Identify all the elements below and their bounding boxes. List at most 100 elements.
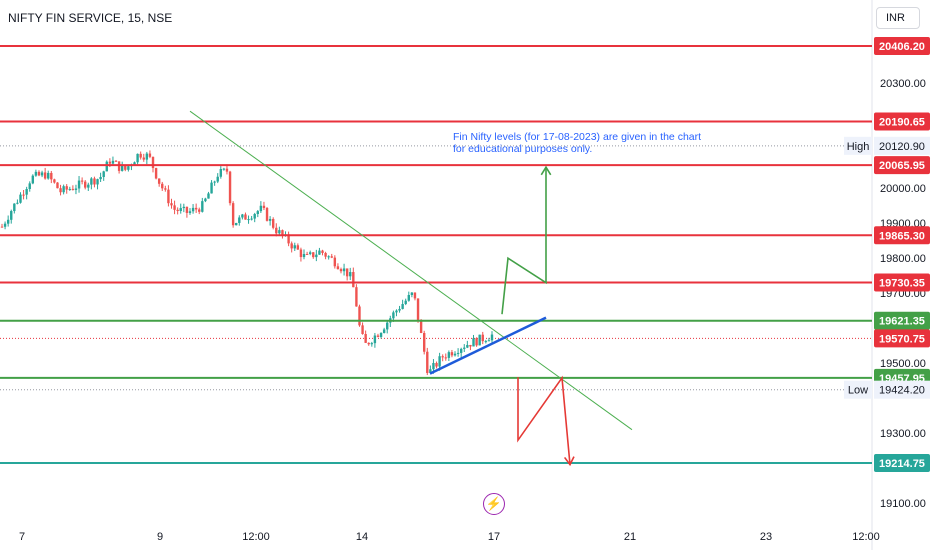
projection-line[interactable] [501, 167, 547, 315]
level-price-label: 19214.75 [879, 458, 925, 470]
candle-body [450, 352, 454, 356]
candle-body [80, 180, 84, 182]
candle-body [231, 203, 235, 226]
candle-body [361, 325, 364, 335]
level-price-label: 19730.35 [879, 278, 925, 290]
x-tick-label: 12:00 [852, 531, 880, 543]
candle-body [170, 203, 173, 206]
trendline[interactable] [429, 316, 547, 375]
candle-body [459, 348, 463, 353]
candle-body [472, 338, 475, 347]
level-price-tag [874, 112, 930, 131]
candle-body [228, 171, 232, 204]
level-price-label: 20190.65 [879, 116, 925, 128]
last-price-label: 19570.75 [879, 333, 925, 345]
candle-body [148, 153, 152, 157]
projection-arrowhead [540, 165, 552, 176]
candle-body [102, 171, 105, 177]
candle-body [145, 153, 149, 160]
currency-selector[interactable]: INR [876, 7, 920, 29]
candle-body [157, 178, 161, 184]
level-price-tag [874, 37, 930, 55]
candle-body [475, 338, 478, 346]
candle-body [487, 340, 491, 342]
x-tick-label: 12:00 [242, 531, 270, 543]
candle-body [47, 172, 50, 179]
candle-body [117, 161, 121, 171]
candle-body [330, 256, 333, 258]
extreme-price-tag [874, 380, 930, 399]
candle-body [108, 161, 112, 164]
candle-body [247, 219, 250, 221]
candle-body [281, 230, 284, 236]
candle-body [293, 245, 296, 249]
candle-body [481, 334, 484, 342]
candle-body [262, 205, 266, 209]
candle-body [438, 356, 441, 367]
candle-body [349, 272, 352, 277]
candle-body [13, 203, 16, 212]
extreme-label: Low [848, 385, 868, 397]
candle-body [176, 209, 179, 211]
candle-body [151, 156, 155, 169]
candle-body [238, 217, 241, 223]
candle-body [423, 332, 426, 352]
candle-body [182, 206, 186, 209]
projection-line[interactable] [517, 375, 571, 465]
event-bolt-icon[interactable]: ⚡ [483, 493, 505, 515]
x-tick-label: 9 [157, 531, 163, 543]
candle-body [74, 188, 78, 190]
level-price-tag [874, 454, 930, 472]
candle-body [324, 252, 327, 257]
candle-body [259, 205, 263, 212]
candle-body [136, 153, 139, 163]
candle-body [413, 292, 417, 299]
candle-body [463, 347, 466, 349]
candle-body [96, 179, 99, 185]
candle-body [339, 269, 343, 272]
candle-body [333, 257, 337, 267]
candle-body [407, 294, 410, 301]
extreme-tag-bg [844, 136, 872, 155]
candle-body [484, 341, 488, 343]
candle-body [379, 332, 383, 337]
y-tick-label: 19300.00 [880, 428, 926, 440]
candle-body [244, 214, 247, 220]
candle-body [290, 243, 293, 249]
candle-body [111, 160, 115, 164]
x-tick-label: 21 [624, 531, 636, 543]
candle-body [441, 356, 444, 358]
extreme-price-label: 20120.90 [879, 141, 925, 153]
candle-body [185, 206, 189, 213]
y-tick-label: 19800.00 [880, 253, 926, 265]
symbol-title: NIFTY FIN SERVICE, 15, NSE [8, 11, 173, 25]
candle-body [194, 207, 198, 210]
candle-body [105, 161, 108, 172]
x-tick-label: 7 [19, 531, 25, 543]
candle-body [62, 186, 65, 193]
candle-body [305, 253, 309, 255]
candle-body [370, 343, 374, 345]
candle-body [133, 162, 136, 166]
candle-body [40, 172, 44, 176]
candle-body [469, 344, 472, 347]
level-price-label: 19621.35 [879, 316, 925, 328]
x-tick-label: 23 [760, 531, 772, 543]
candle-body [161, 183, 164, 189]
candle-body [53, 179, 56, 183]
candle-body [90, 178, 93, 185]
level-price-label: 20065.95 [879, 160, 925, 172]
candle-body [222, 168, 226, 170]
candle-body [416, 298, 420, 321]
candle-body [308, 252, 312, 254]
candle-body [336, 266, 340, 270]
candle-body [50, 172, 53, 180]
candle-body [34, 171, 38, 176]
candle-body [490, 334, 494, 341]
candle-body [3, 223, 7, 227]
extreme-label: High [847, 141, 870, 153]
candle-body [84, 181, 87, 188]
candle-body [93, 178, 96, 185]
trendline[interactable] [189, 110, 633, 431]
